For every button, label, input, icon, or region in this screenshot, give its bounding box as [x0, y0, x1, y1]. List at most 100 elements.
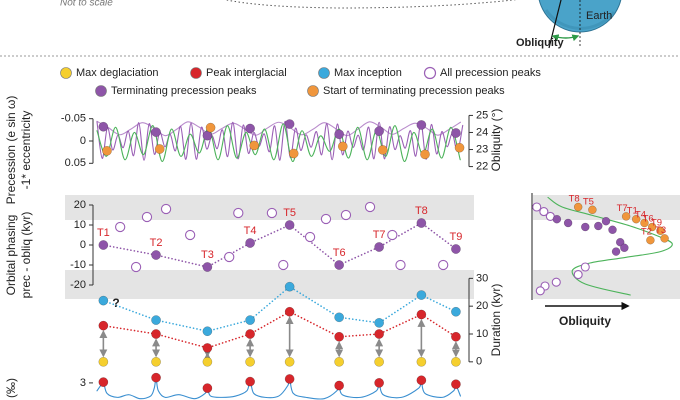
obliquity-arc: [551, 34, 580, 42]
side-t-label: T4: [635, 210, 646, 221]
annotation: ?: [112, 296, 119, 310]
open-marker: [573, 270, 583, 280]
marker: [374, 242, 384, 252]
marker: [98, 320, 109, 331]
x-axis-label: Obliquity: [559, 314, 611, 328]
y-axis-label: -1* eccentricity: [19, 111, 33, 190]
marker: [284, 374, 295, 384]
marker: [451, 128, 461, 138]
marker: [202, 383, 213, 394]
marker: [451, 244, 461, 254]
marker: [416, 375, 427, 386]
tick-label: -20: [70, 279, 86, 291]
open-marker: [551, 277, 561, 287]
series-line: [102, 285, 457, 333]
marker: [154, 144, 165, 154]
marker: [245, 238, 255, 248]
open-marker: [233, 207, 244, 219]
marker: [151, 356, 161, 367]
marker: [151, 315, 161, 325]
marker: [611, 247, 621, 256]
open-marker: [535, 286, 545, 296]
marker: [245, 315, 255, 325]
tick-label: 20: [74, 199, 86, 211]
marker: [594, 221, 603, 231]
marker: [284, 356, 295, 367]
legend-marker: [190, 67, 202, 79]
marker: [334, 331, 345, 342]
marker: [337, 141, 348, 152]
tick-label: 3: [80, 377, 86, 389]
open-marker: [130, 261, 142, 273]
marker: [660, 234, 669, 243]
marker: [374, 356, 384, 367]
legend-label: Max inception: [334, 67, 402, 79]
legend-label: Max deglaciation: [76, 67, 159, 79]
marker: [284, 306, 295, 317]
t-label: T7: [373, 229, 386, 241]
marker: [98, 295, 109, 306]
marker: [245, 123, 255, 134]
side-t-label: T7: [617, 203, 628, 214]
y2-axis-label: Obliquity (°): [489, 109, 503, 172]
legend-marker: [318, 67, 330, 79]
marker: [151, 250, 161, 260]
marker: [98, 377, 109, 387]
marker: [646, 235, 655, 245]
marker: [454, 142, 465, 153]
marker: [656, 226, 665, 236]
marker: [631, 214, 641, 224]
tick-label: -10: [70, 259, 86, 271]
orbit-path: [224, 0, 518, 9]
open-marker: [320, 213, 332, 225]
tick-label: 30: [476, 272, 488, 284]
tick-label: 25: [476, 109, 488, 121]
marker: [416, 120, 427, 130]
t-label: T9: [449, 231, 462, 243]
open-marker: [184, 229, 196, 241]
earth-shade: [544, 9, 616, 30]
open-marker: [364, 201, 376, 213]
marker: [451, 379, 461, 390]
legend-label: Start of terminating precession peaks: [323, 85, 505, 97]
marker: [284, 119, 295, 129]
marker: [588, 205, 597, 215]
marker: [334, 380, 345, 391]
open-marker: [539, 207, 549, 217]
open-marker: [141, 211, 153, 223]
marker: [640, 218, 649, 228]
t-label: T3: [201, 249, 214, 261]
side-t-label: T9: [651, 217, 662, 228]
marker: [620, 243, 629, 253]
legend-label: Peak interglacial: [206, 67, 287, 79]
side-t-label: T2: [641, 227, 652, 238]
series-line: [96, 123, 461, 163]
marker: [334, 129, 345, 140]
marker: [451, 306, 461, 317]
shaded-band: [65, 270, 474, 299]
t-label: T1: [97, 227, 110, 239]
marker: [202, 130, 213, 141]
tick-label: 0: [80, 135, 86, 147]
tick-label: 23: [476, 143, 488, 155]
open-marker: [438, 259, 449, 271]
tick-label: -0.05: [61, 113, 86, 125]
marker: [98, 240, 109, 250]
tick-label: 10: [476, 328, 488, 340]
marker: [615, 237, 625, 247]
marker: [102, 145, 112, 156]
side-t-label: T8: [569, 194, 580, 205]
marker: [288, 148, 299, 159]
open-marker: [224, 251, 235, 263]
marker: [202, 262, 213, 272]
legend-marker: [60, 67, 72, 79]
marker: [374, 318, 384, 328]
t-label: T5: [283, 207, 296, 219]
legend-label: Terminating precession peaks: [111, 85, 257, 97]
marker: [245, 376, 255, 387]
legend-label: All precession peaks: [440, 67, 541, 79]
open-marker: [115, 221, 126, 233]
marker: [245, 329, 255, 339]
tick-label: 20: [476, 300, 488, 312]
